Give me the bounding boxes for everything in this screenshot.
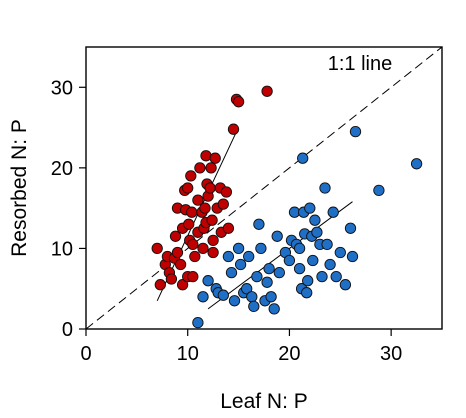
data-point-series-2 [339,279,352,291]
data-point-series-1 [232,96,245,108]
data-point-series-1 [220,186,233,198]
x-tick-label: 0 [80,343,91,365]
data-point-series-1 [207,234,219,247]
data-point-series-2 [255,242,267,255]
data-point-series-2 [197,291,209,303]
data-point-series-1 [151,242,163,255]
data-point-series-1 [209,152,221,164]
data-point-series-1 [187,270,199,283]
data-point-series-1 [206,214,218,226]
x-tick-label: 20 [278,343,300,365]
data-point-series-1 [205,162,217,174]
data-point-series-2 [225,266,238,279]
data-point-series-1 [199,202,211,214]
data-point-series-2 [309,214,321,226]
data-point-series-2 [330,270,342,283]
x-axis: 0 10 20 30 [80,329,402,365]
data-point-series-1 [169,230,182,242]
data-point-series-2 [327,206,339,218]
data-point-series-2 [316,270,328,283]
data-point-series-2 [217,289,229,301]
data-point-series-1 [186,206,198,218]
data-point-series-2 [202,275,214,287]
data-point-series-1 [197,242,209,255]
data-point-series-2 [344,222,357,234]
data-point-series-2 [261,276,273,288]
data-point-series-2 [319,182,331,194]
reference-lines [85,46,443,330]
data-point-series-1 [154,279,166,291]
data-point-series-2 [265,291,277,303]
data-point-series-2 [241,283,253,295]
data-point-series-2 [349,125,362,138]
data-point-series-2 [271,230,283,242]
data-point-series-1 [194,162,206,174]
y-tick-label: 10 [51,238,73,260]
data-point-series-2 [311,226,323,238]
data-point-series-1 [174,258,187,271]
data-point-series-2 [246,291,258,303]
data-point-series-2 [253,218,265,230]
data-point-series-2 [304,202,316,214]
data-point-series-2 [263,262,275,275]
data-point-series-2 [268,303,280,315]
y-tick-label: 0 [62,319,73,341]
y-axis: 0 10 20 30 [51,77,86,341]
data-point-series-2 [410,158,423,170]
one-to-one-reference-line [85,46,443,330]
x-tick-label: 30 [380,343,402,365]
data-point-series-1 [261,85,273,97]
data-point-series-1 [171,246,184,259]
data-point-series-2 [324,258,336,271]
data-point-series-2 [302,275,314,287]
data-point-series-1 [192,194,204,206]
data-point-series-1 [222,222,235,234]
data-points [151,85,423,329]
data-point-series-1 [183,218,195,230]
data-point-series-2 [334,246,346,259]
data-point-series-2 [293,262,306,275]
data-point-series-1 [200,150,212,162]
data-point-series-1 [185,170,197,182]
y-tick-label: 30 [51,77,73,99]
data-point-series-1 [187,238,199,251]
data-point-series-2 [251,270,263,283]
data-point-series-2 [232,242,245,255]
x-tick-label: 10 [177,343,199,365]
data-point-series-2 [301,287,313,299]
data-point-series-1 [217,198,229,210]
data-point-series-2 [297,152,309,164]
data-point-series-1 [204,182,216,194]
data-point-series-1 [207,246,219,259]
data-point-series-2 [243,250,255,263]
data-point-series-2 [248,300,260,313]
data-point-series-2 [273,266,285,279]
y-tick-label: 20 [51,158,73,180]
data-point-series-2 [293,242,306,255]
data-point-series-2 [307,254,319,267]
data-point-series-2 [234,258,247,271]
data-point-series-2 [283,254,296,267]
data-point-series-2 [321,238,333,251]
data-point-series-2 [222,250,235,263]
plot-frame [85,46,443,330]
data-point-series-1 [189,250,201,263]
fit-line-series-2 [207,201,353,310]
data-point-series-1 [227,123,240,135]
data-point-series-2 [346,250,359,263]
one-to-one-line-label: 1:1 line [328,53,393,75]
data-point-series-1 [182,182,194,194]
data-point-series-1 [165,273,178,285]
data-point-series-2 [373,184,385,197]
data-point-series-2 [228,295,241,307]
x-axis-label: Leaf N: P [220,390,308,413]
data-point-series-2 [192,316,204,329]
y-axis-label: Resorbed N: P [8,119,31,257]
data-point-series-1 [176,279,189,291]
